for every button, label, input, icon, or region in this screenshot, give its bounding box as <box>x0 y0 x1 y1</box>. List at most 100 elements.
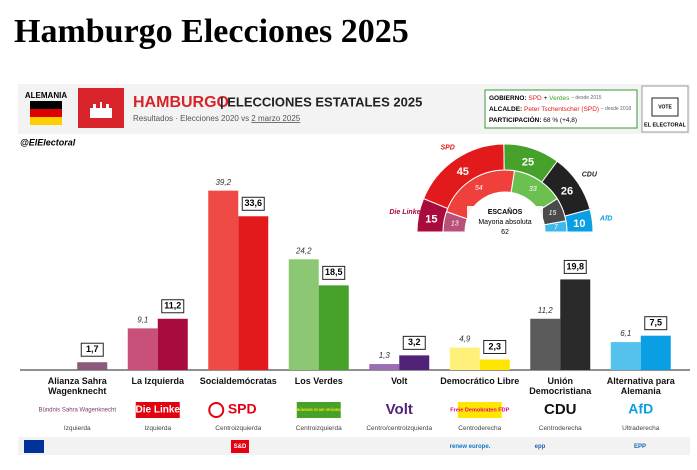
bar <box>318 285 349 370</box>
party-logo: Bündnis Sahra Wagenknecht <box>39 408 117 414</box>
value-label-box <box>563 259 587 274</box>
ideology: Centro/centroizquierda <box>366 425 433 432</box>
seat-label: 25 <box>522 157 534 169</box>
seat-label: 33 <box>529 186 537 193</box>
bar <box>288 259 319 370</box>
bar <box>560 279 591 370</box>
bar <box>157 318 188 370</box>
footer-logo: S&D <box>234 444 247 450</box>
category-label: Democrático Libre <box>440 376 520 386</box>
party-logo: AfD <box>628 401 653 417</box>
bar <box>399 355 430 370</box>
mayor-since: – desde 2018 <box>601 106 632 112</box>
party-logo: SPD <box>228 401 257 417</box>
value-label: 24,2 <box>295 246 312 255</box>
party-tag: AfD <box>599 216 612 223</box>
value-label: 9,1 <box>137 315 148 324</box>
seat-label: 7 <box>554 224 559 231</box>
subtitle: Resultados · Elecciones 2020 vs 2 marzo … <box>133 114 301 123</box>
bar <box>208 190 239 370</box>
brand: EL ELECTORAL <box>644 122 687 128</box>
ballot-box <box>651 97 679 117</box>
seat-label: 15 <box>549 210 557 217</box>
country: ALEMANIA <box>25 91 67 100</box>
footer-logo: renew europe. <box>450 444 491 450</box>
value-label: 6,1 <box>620 329 631 338</box>
value-label-box <box>80 342 104 357</box>
gov-party: SPD <box>528 95 542 102</box>
mayor: ALCALDE: Peter Tschentscher (SPD) – desd… <box>489 106 631 113</box>
party-logo: Freie Demokraten FDP <box>450 407 509 413</box>
value-label-box <box>241 196 265 211</box>
seat-label: 13 <box>451 220 459 227</box>
turnout-value: 68 % (+4,8) <box>543 117 577 124</box>
category-label: Alternativa para Alemania <box>606 376 675 396</box>
hamburg-castle <box>90 102 112 118</box>
seats-title: ESCAÑOS <box>488 207 523 216</box>
mayor-name: Peter Tschentscher (SPD) <box>524 106 599 113</box>
logo-bg <box>296 402 341 418</box>
seat-label: 26 <box>561 186 573 198</box>
seat-label: 15 <box>425 213 437 225</box>
ideology: Centroderecha <box>458 425 502 432</box>
bar <box>238 216 269 370</box>
seat-segment <box>564 208 594 233</box>
logo-bg <box>135 402 180 418</box>
bar <box>449 347 480 370</box>
value-label-box <box>402 335 426 350</box>
info-box <box>484 89 638 129</box>
subtitle-date: 2 marzo 2025 <box>251 114 300 123</box>
turnout-label: PARTICIPACIÓN: <box>489 115 541 124</box>
value-label: 39,2 <box>215 178 231 187</box>
footer-logo: EPP <box>634 444 646 450</box>
value-label: 19,8 <box>566 261 584 271</box>
party-logo: BÜNDNIS 90 DIE GRÜNEN <box>297 408 341 412</box>
party-logo: CDU <box>544 401 577 418</box>
seats-subtitle: Mayoria absoluta <box>478 219 531 226</box>
bar <box>610 342 641 370</box>
bar <box>640 335 671 370</box>
party-logo: Volt <box>386 401 413 418</box>
value-label: 7,5 <box>649 318 662 328</box>
value-label: 11,2 <box>538 306 554 315</box>
value-label: 33,6 <box>244 198 262 208</box>
footer-strip <box>18 437 690 455</box>
gov-since: – desde 2015 <box>571 95 602 101</box>
party-tag: Die Linke <box>389 209 420 216</box>
flag-gold <box>30 117 62 125</box>
seat-label: 10 <box>573 218 585 230</box>
bar <box>479 359 510 370</box>
gov-party: Verdes <box>549 95 570 102</box>
bar <box>127 328 158 370</box>
turnout: PARTICIPACIÓN: 68 % (+4,8) <box>489 115 577 124</box>
ideology: Centroderecha <box>538 425 582 432</box>
category-label: Alianza Sahra Wagenknecht <box>47 376 107 396</box>
ideology: Ultraderecha <box>622 425 660 432</box>
election: | ELECCIONES ESTATALES 2025 <box>220 94 422 109</box>
value-label-box <box>161 299 185 314</box>
flag-black <box>30 101 62 109</box>
ideology: Izquierda <box>63 425 91 432</box>
value-label-box <box>644 316 668 331</box>
bar <box>77 362 108 370</box>
ideology: Centroizquierda <box>215 425 262 432</box>
category-label: La Izquierda <box>131 376 184 386</box>
bar <box>369 364 400 370</box>
brand-vote: VOTE <box>658 104 672 110</box>
party-logo: Die Linke <box>136 405 181 416</box>
logo-bg <box>457 402 502 418</box>
category-label: Los Verdes <box>294 376 343 386</box>
mayor-label: ALCALDE: <box>489 106 522 113</box>
value-label: 18,5 <box>325 267 343 277</box>
gov-label: GOBIERNO: <box>489 95 527 102</box>
party-tag: CDU <box>582 171 598 178</box>
value-label: 3,2 <box>408 337 421 347</box>
flag-red <box>30 109 62 117</box>
handle: @ElElectoral <box>20 137 76 147</box>
value-label: 1,7 <box>86 344 99 354</box>
value-label: 1,3 <box>379 351 391 360</box>
seat-label: 45 <box>457 166 469 178</box>
value-label: 2,3 <box>488 341 501 351</box>
